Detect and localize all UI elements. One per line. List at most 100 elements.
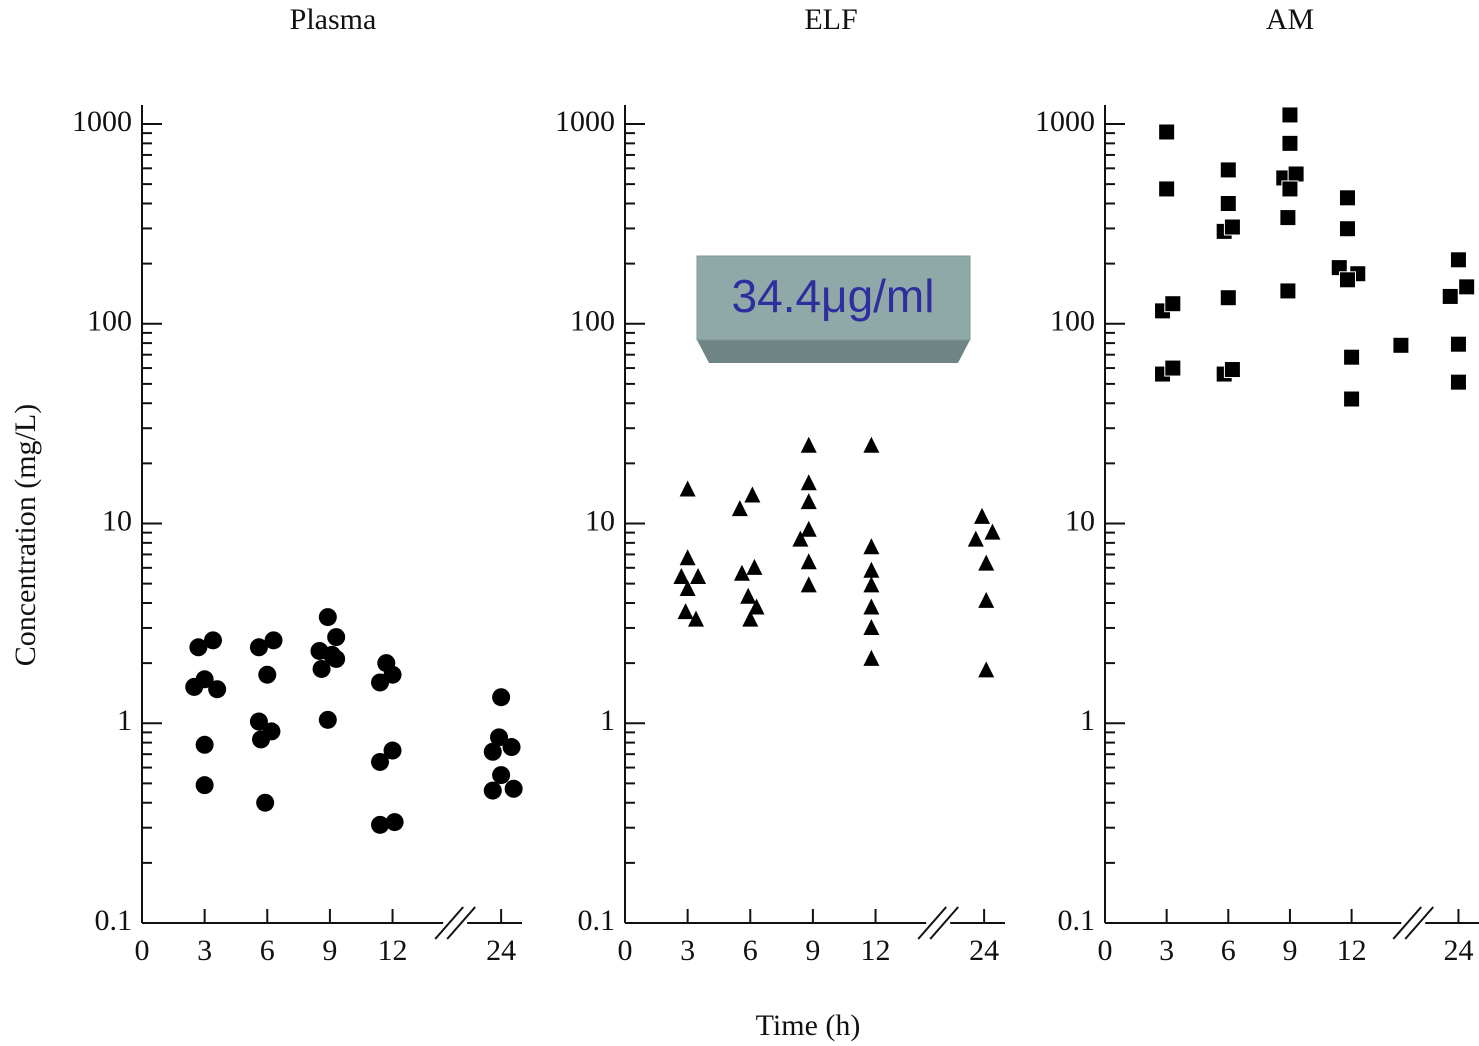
- point: [863, 561, 880, 578]
- annotation: 34.4μg/ml: [732, 270, 935, 322]
- y-tick-label: 1000: [1035, 105, 1095, 138]
- point: [492, 688, 511, 707]
- point: [1458, 278, 1476, 296]
- point: [800, 474, 817, 491]
- point: [690, 567, 707, 584]
- x-axis-label: Time (h): [756, 1009, 861, 1042]
- point: [687, 610, 704, 627]
- x-tick-label: 9: [805, 934, 820, 967]
- point: [249, 712, 268, 731]
- point: [742, 610, 759, 627]
- point: [978, 591, 995, 608]
- x-tick-label: 12: [378, 934, 408, 967]
- point: [863, 576, 880, 593]
- panel-title: AM: [1266, 3, 1314, 36]
- point: [1338, 271, 1356, 289]
- point: [264, 631, 283, 650]
- point: [483, 742, 502, 761]
- point: [1219, 161, 1237, 179]
- point: [318, 608, 337, 627]
- point: [195, 735, 214, 754]
- point: [679, 579, 696, 596]
- point: [258, 665, 277, 684]
- axis-break: [1392, 906, 1422, 940]
- point: [673, 567, 690, 584]
- point: [978, 554, 995, 571]
- axis-break-gap: [443, 919, 468, 927]
- y-tick-label: 1000: [72, 105, 132, 138]
- x-tick-label: 9: [1282, 934, 1297, 967]
- point: [1449, 335, 1467, 353]
- x-tick-label: 6: [743, 934, 758, 967]
- point: [1223, 361, 1241, 379]
- point: [677, 603, 694, 620]
- axis-break: [917, 906, 947, 940]
- point: [1343, 390, 1361, 408]
- point: [1449, 373, 1467, 391]
- point: [1338, 220, 1356, 238]
- point: [984, 523, 1001, 540]
- point: [195, 776, 214, 795]
- point: [1279, 209, 1297, 227]
- x-tick-label: 24: [969, 934, 999, 967]
- point: [800, 436, 817, 453]
- x-tick-label: 6: [1221, 934, 1236, 967]
- x-tick-label: 12: [861, 934, 891, 967]
- point: [744, 486, 761, 503]
- point: [1281, 134, 1299, 152]
- point: [733, 564, 750, 581]
- point: [371, 752, 390, 771]
- point: [208, 680, 227, 699]
- point: [974, 507, 991, 524]
- y-tick-label: 1: [117, 704, 132, 737]
- x-tick-label: 24: [486, 934, 516, 967]
- point: [863, 618, 880, 635]
- point: [1343, 348, 1361, 366]
- x-tick-label: 12: [1337, 934, 1367, 967]
- point: [327, 649, 346, 668]
- y-tick-label: 10: [1065, 504, 1095, 537]
- axis-break: [929, 906, 959, 940]
- annotation-box: [696, 255, 971, 341]
- point: [800, 553, 817, 570]
- annotation-bevel: [697, 340, 970, 363]
- point: [312, 659, 331, 678]
- point: [1338, 189, 1356, 207]
- point: [1158, 180, 1176, 198]
- point: [492, 766, 511, 785]
- axis-break: [434, 906, 464, 940]
- point: [383, 741, 402, 760]
- point: [490, 728, 509, 747]
- y-tick-label: 10: [102, 504, 132, 537]
- point: [483, 781, 502, 800]
- point: [800, 576, 817, 593]
- point: [1158, 123, 1176, 141]
- point: [863, 538, 880, 555]
- point: [1441, 287, 1459, 305]
- point: [385, 813, 404, 832]
- point: [1287, 165, 1305, 183]
- point: [679, 480, 696, 497]
- x-tick-label: 0: [135, 934, 150, 967]
- y-tick-label: 100: [1050, 305, 1095, 338]
- point: [863, 649, 880, 666]
- axis-break-gap: [1401, 919, 1426, 927]
- point: [1449, 251, 1467, 269]
- point: [318, 710, 337, 729]
- y-tick-label: 1000: [555, 105, 615, 138]
- point: [746, 558, 763, 575]
- y-tick-label: 1: [600, 704, 615, 737]
- y-tick-label: 0.1: [1058, 904, 1096, 937]
- y-tick-label: 100: [570, 305, 615, 338]
- point: [1279, 282, 1297, 300]
- point: [740, 587, 757, 604]
- axis-break: [446, 906, 476, 940]
- point: [800, 520, 817, 537]
- point: [748, 598, 765, 615]
- point: [1392, 336, 1410, 354]
- point: [1164, 295, 1182, 313]
- point: [1281, 106, 1299, 124]
- point: [967, 530, 984, 547]
- panel-title: Plasma: [290, 3, 377, 36]
